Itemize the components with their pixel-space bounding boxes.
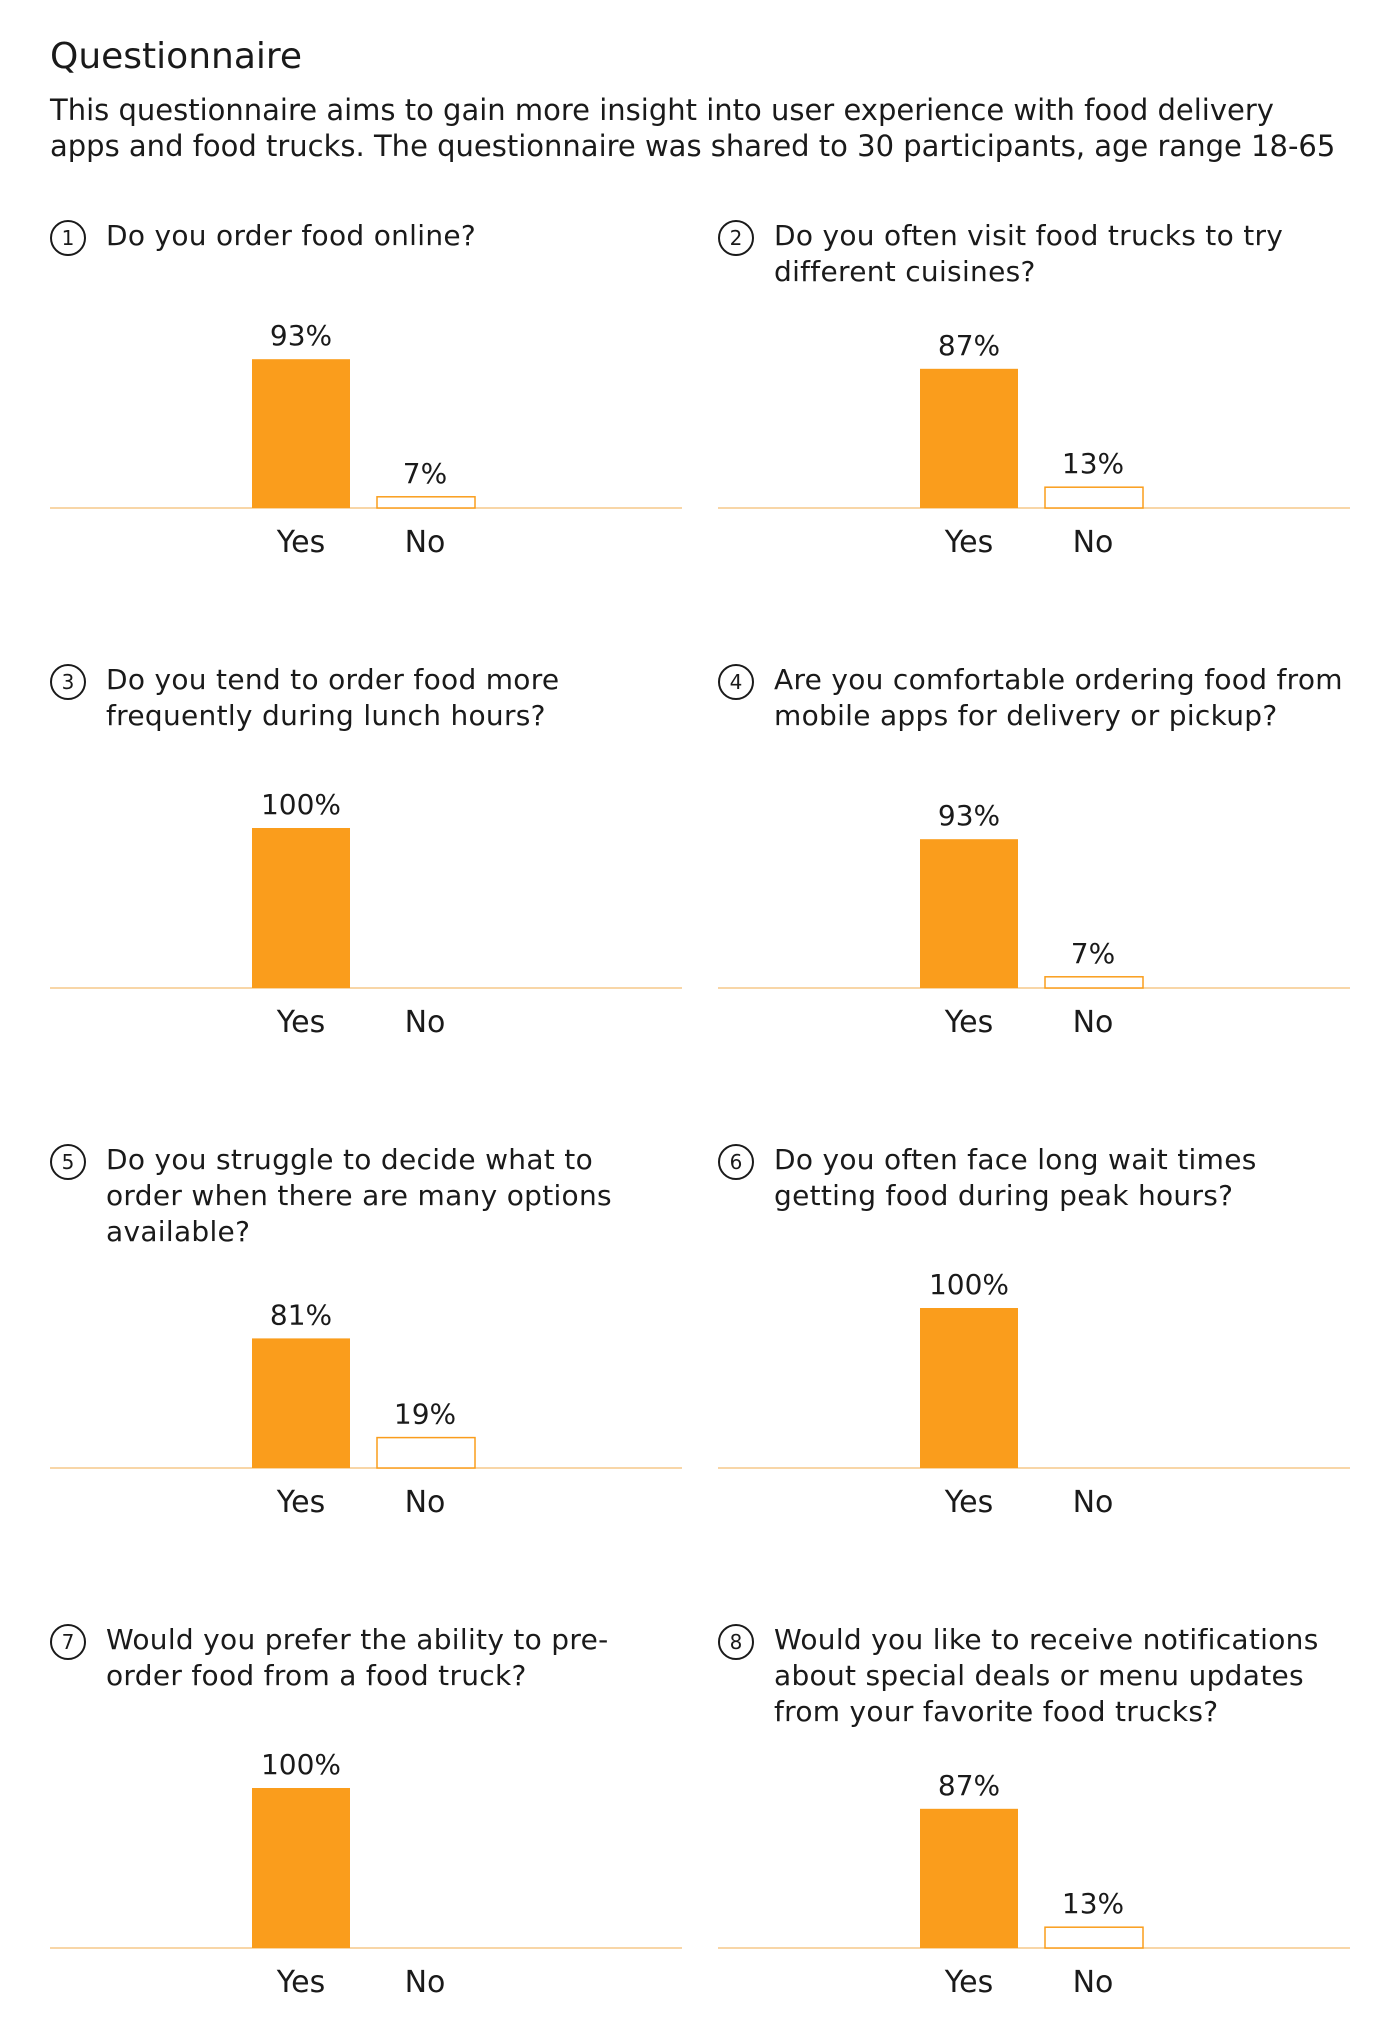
category-label-no: No: [405, 1005, 446, 1040]
value-label-no: 13%: [1062, 1887, 1124, 1920]
question-panel-7: 7 Would you prefer the ability to pre-ord…: [50, 1622, 682, 2042]
bar-no: [376, 496, 476, 509]
page-title: Questionnaire: [50, 36, 303, 77]
bar-chart: 100% Yes No: [50, 1748, 682, 2000]
value-label-yes: 100%: [261, 1748, 341, 1781]
value-label-yes: 93%: [938, 799, 1000, 832]
question-text: Do you order food online?: [106, 219, 477, 252]
bar-yes: [920, 1308, 1018, 1468]
category-label-yes: Yes: [276, 1005, 325, 1040]
question-number-badge: 8: [718, 1624, 754, 1660]
bar-chart: 87% Yes 13% No: [718, 329, 1350, 560]
value-label-yes: 100%: [261, 788, 341, 821]
question-number-badge: 4: [718, 664, 754, 700]
bar-yes: [252, 1788, 350, 1948]
bar-no: [376, 1436, 476, 1469]
bar-chart: 93% Yes 7% No: [718, 799, 1350, 1040]
question-panel-2: 2 Do you often visit food trucks to try d…: [718, 218, 1350, 638]
category-label-yes: Yes: [944, 1005, 993, 1040]
question-text: Do you often face long wait times gettin…: [774, 1143, 1257, 1212]
question-text: Do you often visit food trucks to try di…: [774, 219, 1284, 288]
bar-yes: [920, 839, 1018, 988]
bar-chart: 100% Yes No: [50, 788, 682, 1040]
category-label-no: No: [405, 1485, 446, 1520]
question-panel-4: 4 Are you comfortable ordering food from …: [718, 662, 1350, 1082]
page-intro: This questionnaire aims to gain more ins…: [50, 93, 1336, 163]
category-label-yes: Yes: [944, 1485, 993, 1520]
question-panel-6: 6 Do you often face long wait times getti…: [718, 1142, 1350, 1562]
bar-chart: 87% Yes 13% No: [718, 1769, 1350, 2000]
question-panel-8: 8 Would you like to receive notifications…: [718, 1622, 1350, 2042]
bar-no: [1044, 1926, 1144, 1949]
question-text: Would you like to receive notifications …: [774, 1623, 1319, 1728]
category-label-no: No: [1073, 525, 1114, 560]
question-panel-5: 5 Do you struggle to decide what to order…: [50, 1142, 682, 1562]
value-label-yes: 87%: [938, 329, 1000, 362]
question-number-badge: 6: [718, 1144, 754, 1180]
question-number-badge: 5: [50, 1144, 86, 1180]
question-text: Do you tend to order food more frequentl…: [106, 663, 560, 732]
bar-yes: [252, 828, 350, 988]
bar-no: [1044, 976, 1144, 989]
category-label-yes: Yes: [276, 525, 325, 560]
value-label-yes: 93%: [270, 319, 332, 352]
category-label-yes: Yes: [276, 1965, 325, 2000]
value-label-no: 7%: [1071, 937, 1115, 970]
bar-chart: 93% Yes 7% No: [50, 319, 682, 560]
question-panel-3: 3 Do you tend to order food more frequent…: [50, 662, 682, 1082]
bar-yes: [920, 368, 1018, 508]
question-text: Do you struggle to decide what to order …: [106, 1143, 612, 1248]
category-label-no: No: [1073, 1485, 1114, 1520]
question-number-badge: 3: [50, 664, 86, 700]
value-label-yes: 81%: [270, 1298, 332, 1331]
value-label-yes: 87%: [938, 1769, 1000, 1802]
bar-yes: [920, 1808, 1018, 1948]
value-label-no: 19%: [394, 1398, 456, 1431]
question-number-badge: 2: [718, 220, 754, 256]
question-number-badge: 7: [50, 1624, 86, 1660]
value-label-no: 13%: [1062, 447, 1124, 480]
category-label-yes: Yes: [276, 1485, 325, 1520]
bar-yes: [252, 359, 350, 508]
category-label-no: No: [405, 525, 446, 560]
category-label-yes: Yes: [944, 1965, 993, 2000]
bar-no: [1044, 486, 1144, 509]
question-panel-1: 1 Do you order food online? 93% Yes 7% No: [50, 218, 682, 638]
question-text: Are you comfortable ordering food from m…: [774, 663, 1343, 732]
category-label-no: No: [1073, 1965, 1114, 2000]
question-text: Would you prefer the ability to pre-orde…: [106, 1623, 609, 1692]
value-label-yes: 100%: [929, 1268, 1009, 1301]
bar-chart: 100% Yes No: [718, 1268, 1350, 1520]
value-label-no: 7%: [403, 457, 447, 490]
bar-yes: [252, 1338, 350, 1468]
category-label-no: No: [405, 1965, 446, 2000]
category-label-yes: Yes: [944, 525, 993, 560]
bar-chart: 81% Yes 19% No: [50, 1298, 682, 1520]
category-label-no: No: [1073, 1005, 1114, 1040]
question-number-badge: 1: [50, 220, 86, 256]
